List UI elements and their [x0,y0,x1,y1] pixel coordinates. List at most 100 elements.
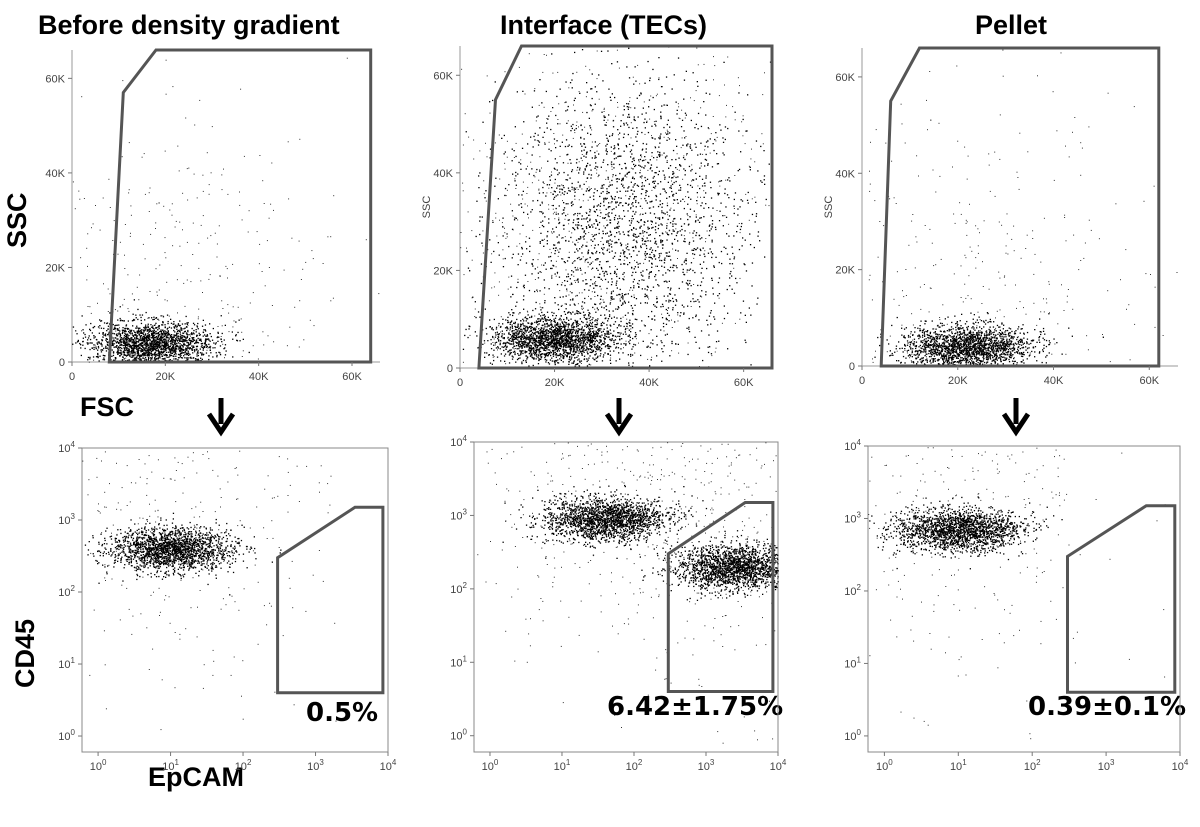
event-dot [534,345,537,347]
event-dot [551,325,554,328]
event-dot [554,335,557,337]
event-dot [629,322,631,324]
event-dot [75,330,76,332]
event-dot [543,340,545,343]
event-dot [558,339,561,341]
event-dot [86,279,88,281]
event-dot [564,342,566,344]
event-dot [114,358,117,360]
event-dot [527,205,528,207]
event-dot [508,362,511,364]
event-dot [652,206,655,208]
event-dot [523,308,525,310]
event-dot [199,334,201,336]
event-dot [116,333,118,335]
event-dot [618,352,620,354]
event-dot [256,231,258,233]
event-dot [722,137,724,139]
event-dot [565,336,568,338]
event-dot [651,135,652,137]
event-dot [143,338,145,340]
event-dot [107,311,109,312]
event-dot [554,354,557,356]
event-dot [562,355,565,357]
event-dot [117,253,119,255]
event-dot [565,308,567,310]
event-dot [538,358,540,360]
event-dot [593,333,595,335]
event-dot [137,351,139,353]
event-dot [499,348,501,350]
event-dot [517,357,520,360]
event-dot [533,348,535,350]
event-dot [572,345,575,347]
event-dot [604,346,607,348]
event-dot [667,255,669,257]
event-dot [125,334,128,336]
event-dot [570,342,572,344]
event-dot [557,331,559,334]
event-dot [594,296,596,297]
event-dot [240,318,242,320]
event-dot [539,339,542,341]
event-dot [529,351,531,353]
event-dot [142,333,144,335]
event-dot [699,238,701,240]
event-dot [664,156,667,158]
event-dot [617,347,620,349]
event-dot [95,348,97,350]
event-dot [147,326,150,328]
event-dot [511,330,513,332]
event-dot [603,116,606,119]
event-dot [180,354,182,356]
event-dot [580,340,582,342]
event-dot [103,283,104,285]
event-dot [545,335,547,337]
event-dot [641,288,643,290]
event-dot [123,349,126,351]
event-dot [135,347,138,349]
event-dot [594,211,596,213]
event-dot [179,333,182,335]
event-dot [143,153,145,155]
event-dot [714,351,716,353]
event-dot [82,341,84,343]
event-dot [555,343,557,345]
event-dot [112,240,114,241]
event-dot [131,354,133,356]
event-dot [609,338,611,340]
event-dot [558,325,560,327]
event-dot [710,353,713,355]
event-dot [84,347,86,350]
event-dot [517,339,519,341]
event-dot [124,342,126,344]
event-dot [483,340,486,342]
event-dot [166,333,169,335]
event-dot [569,359,572,361]
event-dot [582,321,584,324]
event-dot [616,178,619,180]
event-dot [607,353,609,355]
event-dot [189,353,191,356]
event-dot [188,339,191,342]
event-dot [123,334,126,337]
event-dot [704,182,706,184]
event-dot [647,345,649,347]
event-dot [671,342,673,345]
event-dot [127,359,129,362]
event-dot [579,323,581,326]
event-dot [506,236,508,238]
event-dot [202,346,204,348]
event-dot [539,337,541,340]
event-dot [516,342,518,344]
event-dot [594,354,596,356]
event-dot [590,174,593,176]
event-dot [124,268,126,269]
event-dot [538,352,540,354]
event-dot [155,268,157,270]
event-dot [503,349,505,352]
event-dot [120,351,122,354]
event-dot [484,352,486,354]
event-dot [113,333,116,335]
event-dot [580,334,582,336]
